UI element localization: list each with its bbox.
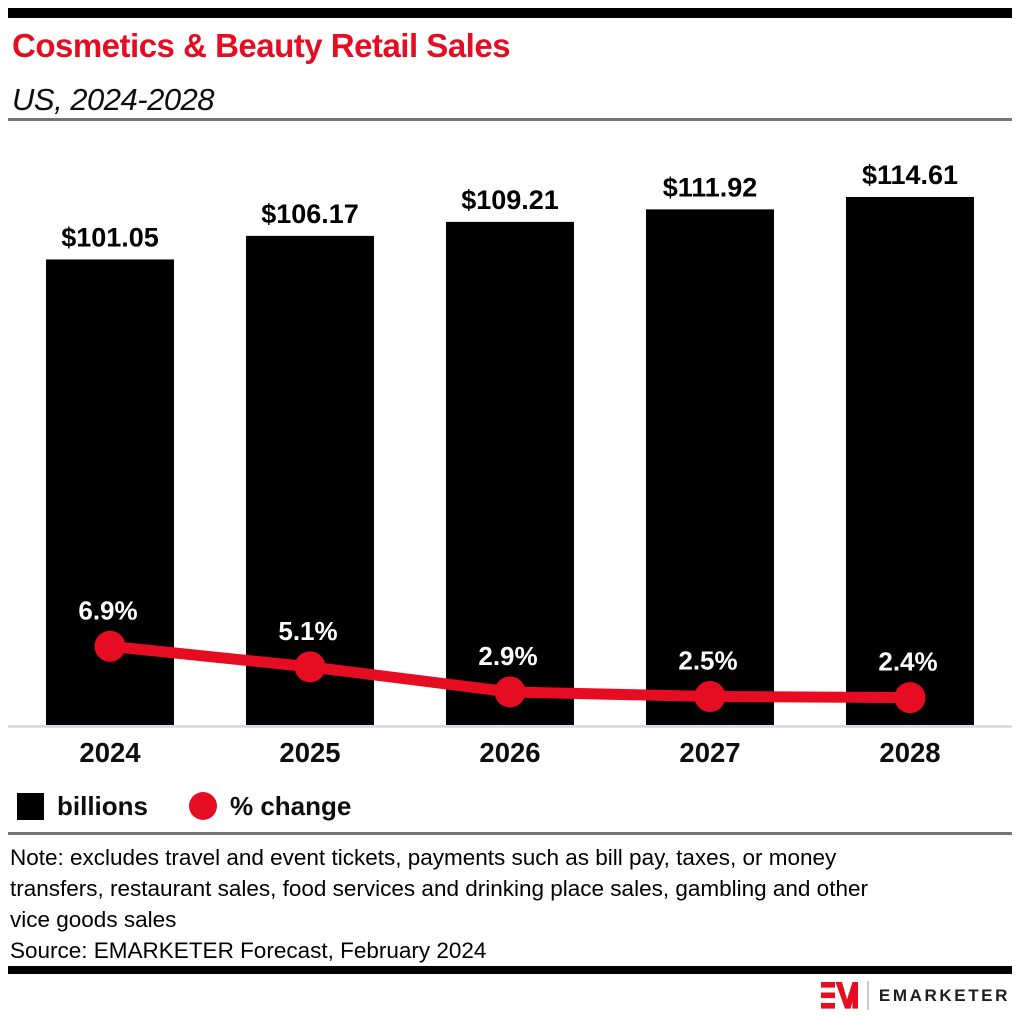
logo-separator — [866, 981, 869, 1010]
top-accent-bar — [8, 8, 1012, 18]
chart-area: $101.05 $106.17 $109.21 $111.92 $114.61 6.9% 5… — [0, 130, 1020, 778]
bar-value-label: $101.05 — [61, 222, 159, 252]
chart-legend: billions % change — [17, 791, 351, 821]
bar — [646, 209, 774, 726]
bar-value-label: $111.92 — [663, 172, 758, 202]
pct-value-label: 6.9% — [78, 595, 137, 625]
page-title: Cosmetics & Beauty Retail Sales — [12, 27, 511, 64]
emarketer-em-logo-icon — [820, 982, 858, 1009]
header-divider — [8, 118, 1012, 121]
year-label: 2025 — [279, 737, 340, 768]
pct-dot — [494, 676, 526, 708]
legend-billions-label: billions — [57, 790, 148, 821]
pct-value-label: 2.5% — [678, 646, 737, 676]
page-subtitle: US, 2024-2028 — [12, 82, 215, 117]
bar — [446, 221, 574, 725]
brand-wordmark: EMARKETER — [878, 986, 1010, 1005]
footer-divider — [8, 832, 1012, 835]
note-line: vice goods sales — [10, 907, 177, 932]
bar-value-label: $106.17 — [261, 199, 359, 229]
year-label: 2026 — [479, 737, 540, 768]
source-line: Source: EMARKETER Forecast, February 202… — [10, 938, 487, 963]
pct-value-label: 2.9% — [478, 641, 537, 671]
bar-value-label: $109.21 — [461, 185, 559, 215]
pct-value-label: 2.4% — [878, 647, 937, 677]
year-label: 2024 — [79, 737, 141, 768]
pct-dot — [294, 651, 326, 683]
bar — [246, 235, 374, 725]
legend-pct-change-swatch — [189, 792, 217, 820]
chart-notes: Note: excludes travel and event tickets,… — [10, 842, 868, 966]
legend-billions-swatch — [17, 792, 44, 820]
bottom-accent-bar — [8, 966, 1012, 974]
note-line: transfers, restaurant sales, food servic… — [10, 876, 868, 901]
pct-dot — [94, 630, 126, 662]
bar-value-label: $114.61 — [862, 160, 958, 190]
note-line: Note: excludes travel and event tickets,… — [10, 845, 837, 870]
year-label: 2027 — [679, 737, 740, 768]
pct-dot — [894, 682, 926, 714]
year-label: 2028 — [879, 737, 940, 768]
chart-svg: $101.05 $106.17 $109.21 $111.92 $114.61 6.9% 5… — [8, 160, 1012, 768]
bar — [846, 196, 974, 726]
pct-dot — [694, 681, 726, 712]
brand-footer: EMARKETER — [820, 981, 1010, 1010]
legend-pct-change-label: % change — [230, 790, 352, 821]
pct-value-label: 5.1% — [278, 616, 337, 646]
